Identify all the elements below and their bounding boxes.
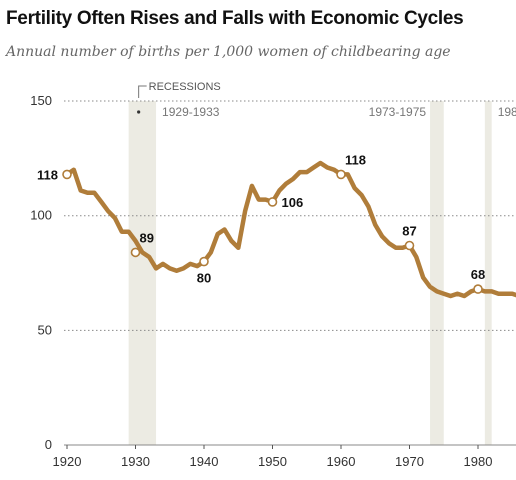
x-tick-label: 1950	[258, 454, 287, 469]
recession-label: 1973-1975	[369, 105, 427, 119]
y-tick-label: 100	[30, 208, 52, 223]
data-label: 118	[37, 167, 58, 182]
recession-band	[128, 101, 157, 446]
recession-label: 1981	[498, 105, 516, 119]
series-line	[64, 160, 516, 299]
x-tick-label: 1920	[53, 454, 82, 469]
x-tick-label: 1980	[464, 454, 493, 469]
recessions-header-bracket	[138, 85, 147, 98]
y-tick-label: 50	[38, 322, 52, 337]
y-tick-label: 150	[30, 93, 52, 108]
data-label: 89	[140, 230, 154, 245]
data-label: 87	[402, 224, 416, 239]
x-tick-label: 1930	[121, 454, 150, 469]
data-point-marker	[267, 197, 278, 207]
chart-title: Fertility Often Rises and Falls with Eco…	[6, 8, 464, 29]
data-label: 118	[345, 152, 366, 167]
recession-band	[430, 101, 444, 446]
data-point-marker	[199, 256, 209, 267]
data-label: 68	[471, 267, 485, 282]
x-tick-label: 1970	[395, 454, 424, 469]
x-tick-label: 1940	[190, 454, 219, 469]
data-point-marker	[130, 247, 141, 258]
data-label: 80	[197, 271, 211, 286]
recession-band	[484, 101, 492, 446]
data-label: 106	[282, 195, 304, 210]
recession-label: 1929-1933	[162, 105, 220, 119]
data-point-marker	[336, 169, 346, 180]
x-tick-label: 1960	[327, 454, 356, 469]
data-point-marker	[62, 169, 72, 180]
data-point-marker	[404, 240, 415, 251]
recessions-header-dot	[137, 110, 141, 114]
chart-subtitle: Annual number of births per 1,000 women …	[6, 44, 451, 60]
y-tick-label: 0	[45, 437, 52, 452]
data-point-marker	[473, 284, 483, 294]
recessions-header: RECESSIONS	[149, 81, 221, 93]
